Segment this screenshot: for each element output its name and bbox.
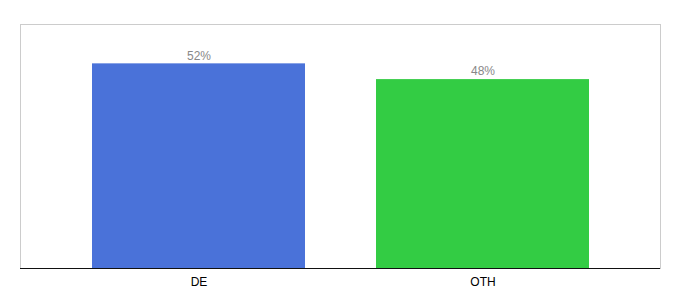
svg-text:OTH: OTH bbox=[470, 275, 495, 289]
svg-text:DE: DE bbox=[191, 275, 208, 289]
svg-text:52%: 52% bbox=[187, 49, 211, 63]
svg-text:48%: 48% bbox=[471, 64, 495, 78]
